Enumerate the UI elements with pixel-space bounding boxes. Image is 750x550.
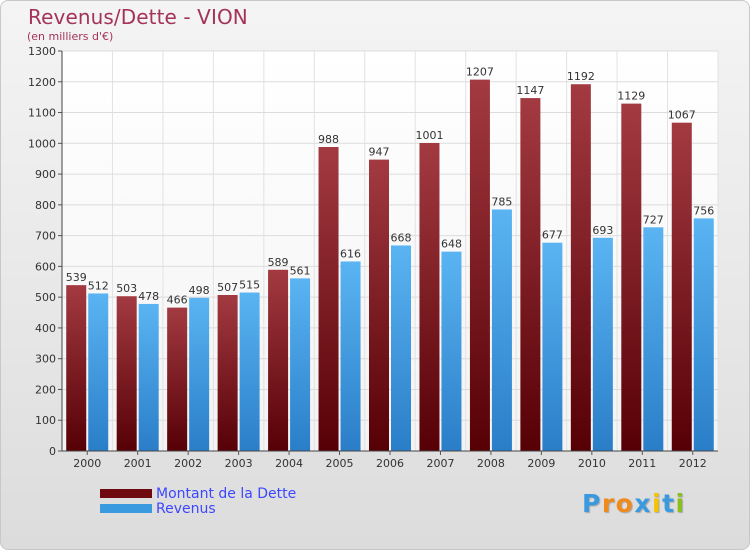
bar-revenue [138,303,159,451]
bar-revenue [491,209,512,451]
data-label-debt: 1207 [466,66,494,79]
data-label-debt: 589 [268,256,289,269]
bar-revenue [340,261,361,451]
data-label-debt: 507 [217,281,238,294]
bar-debt [318,147,339,451]
data-label-revenue: 693 [592,224,613,237]
x-tick-label: 2003 [225,457,253,470]
logo-letter: r [601,489,616,518]
y-tick-label: 1000 [28,137,56,150]
y-tick-label: 200 [35,383,56,396]
data-label-revenue: 512 [88,279,109,292]
data-label-revenue: 668 [391,231,412,244]
y-tick-label: 800 [35,199,56,212]
x-tick-label: 2011 [628,457,656,470]
chart-subtitle: (en milliers d'€) [27,30,114,43]
x-tick-label: 2000 [73,457,101,470]
data-label-revenue: 616 [340,247,361,260]
data-label-revenue: 727 [643,213,664,226]
bar-debt [671,122,692,451]
data-label-revenue: 785 [491,195,512,208]
bar-debt [570,84,591,451]
data-label-debt: 466 [167,294,188,307]
legend-label-debt: Montant de la Dette [156,486,297,502]
data-label-debt: 1001 [415,129,443,142]
data-label-debt: 539 [66,271,87,284]
x-tick-label: 2005 [326,457,354,470]
bar-revenue [290,278,311,451]
bar-debt [621,103,642,451]
plot-area [62,51,718,451]
data-label-revenue: 561 [290,264,311,277]
y-tick-label: 500 [35,291,56,304]
bar-debt [369,159,389,451]
bar-revenue [542,242,563,451]
x-tick-label: 2010 [578,457,606,470]
bar-debt [520,98,541,452]
bar-debt [268,269,289,451]
bar-revenue [592,237,613,451]
y-tick-label: 0 [49,445,56,458]
logo-letter: t [662,489,676,518]
data-label-revenue: 648 [441,238,462,251]
data-label-revenue: 756 [693,204,714,217]
bar-debt [116,296,137,451]
legend-swatch-revenue [100,504,152,513]
data-label-debt: 503 [116,282,137,295]
chart-title: Revenus/Dette - VION [28,5,248,29]
y-tick-label: 300 [35,353,56,366]
data-label-debt: 1192 [567,70,595,83]
bar-revenue [239,292,260,451]
bar-revenue [391,245,411,451]
bar-debt [66,285,87,451]
y-tick-label: 600 [35,260,56,273]
data-label-debt: 988 [318,133,339,146]
bar-debt [469,79,490,451]
y-tick-label: 1300 [28,45,56,58]
logo-letter: x [634,489,652,518]
x-tick-label: 2009 [527,457,555,470]
bar-revenue [189,297,210,451]
bar-debt [167,307,188,451]
bar-revenue [693,218,714,451]
y-tick-label: 1200 [28,76,56,89]
logo-letter: P [582,489,602,518]
bar-revenue [643,227,664,451]
x-tick-label: 2001 [124,457,152,470]
x-tick-label: 2004 [275,457,303,470]
bar-debt [217,295,238,451]
logo-letter: i [652,489,663,518]
data-label-revenue: 515 [239,279,260,292]
logo-letter: o [615,489,635,518]
data-label-revenue: 478 [138,290,159,303]
y-tick-label: 400 [35,322,56,335]
y-tick-label: 1100 [28,107,56,120]
x-tick-label: 2006 [376,457,404,470]
x-tick-label: 2008 [477,457,505,470]
x-tick-label: 2007 [426,457,454,470]
legend-label-revenue: Revenus [156,501,216,517]
data-label-debt: 1067 [668,109,696,122]
bar-revenue [88,293,109,451]
data-label-revenue: 677 [542,229,563,242]
bar-revenue [441,251,462,451]
proxiti-logo: Proxiti [582,489,686,518]
data-label-debt: 947 [369,146,390,159]
data-label-debt: 1129 [617,90,645,103]
logo-letter: i [675,489,686,518]
data-label-debt: 1147 [516,84,544,97]
y-tick-label: 900 [35,168,56,181]
x-tick-label: 2002 [174,457,202,470]
data-label-revenue: 498 [189,284,210,297]
x-tick-label: 2012 [679,457,707,470]
y-tick-label: 100 [35,414,56,427]
legend-swatch-debt [100,489,152,498]
bar-debt [419,143,440,451]
y-tick-label: 700 [35,230,56,243]
